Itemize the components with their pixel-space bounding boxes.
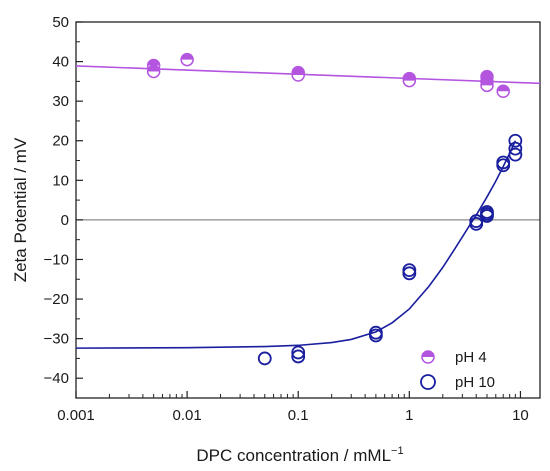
data-point-ph10 [368,328,383,343]
y-tick-label: 30 [52,93,69,110]
plot-frame [75,21,541,399]
data-point-ph10 [291,345,306,360]
data-point-ph10 [508,141,523,156]
x-tick-label: 0.01 [173,407,202,424]
legend-label-ph4: pH 4 [455,349,487,366]
y-tick-label: 50 [52,14,69,31]
data-point-ph10 [402,266,417,281]
x-tick-label: 0.1 [288,407,309,424]
fit-line-ph10 [75,140,517,349]
y-tick-label: −20 [44,291,69,308]
y-tick-label: 40 [52,54,69,71]
legend: pH 4 pH 10 [420,349,495,391]
data-point-ph10 [508,133,523,148]
data-point-ph4 [291,68,305,82]
y-axis-title: Zeta Potential / mV [11,137,30,282]
x-tick-label: 10 [512,407,529,424]
data-point-ph4 [146,64,161,79]
data-point-ph4 [402,73,417,88]
data-point-ph10 [480,209,494,223]
axes-layer [75,21,541,399]
legend-label-ph10: pH 10 [455,374,495,391]
y-tick-label: 0 [61,212,69,229]
y-tick-label: −10 [44,251,69,268]
labels-layer: −40 −30 −20 −10 0 10 20 30 40 50 0.001 0.01 0.1 1 10 [44,14,529,424]
legend-marker-ph4 [421,350,435,364]
data-point-ph10 [257,351,272,366]
x-tick-label: 1 [405,407,413,424]
legend-marker-ph10 [420,374,436,390]
data-point-ph10 [496,158,511,173]
data-point-ph4 [496,84,510,99]
x-axis-title-superscript: −1 [391,445,404,457]
fit-line-ph4 [75,65,541,85]
x-axis-title-main: DPC concentration / mML [196,446,391,465]
data-point-ph10 [469,216,484,231]
data-point-ph10 [508,147,523,162]
plot-layer [75,52,541,366]
data-point-ph10 [291,349,306,364]
x-tick-label: 0.001 [57,407,95,424]
x-axis-title: DPC concentration / mML−1 [196,445,403,465]
y-tick-label: −40 [44,370,69,387]
y-tick-label: 20 [52,133,69,150]
y-tick-label: −30 [44,331,69,348]
data-point-ph4 [180,52,194,67]
y-tick-label: 10 [52,172,69,189]
data-point-ph10 [480,205,494,219]
data-point-ph4 [480,78,494,93]
